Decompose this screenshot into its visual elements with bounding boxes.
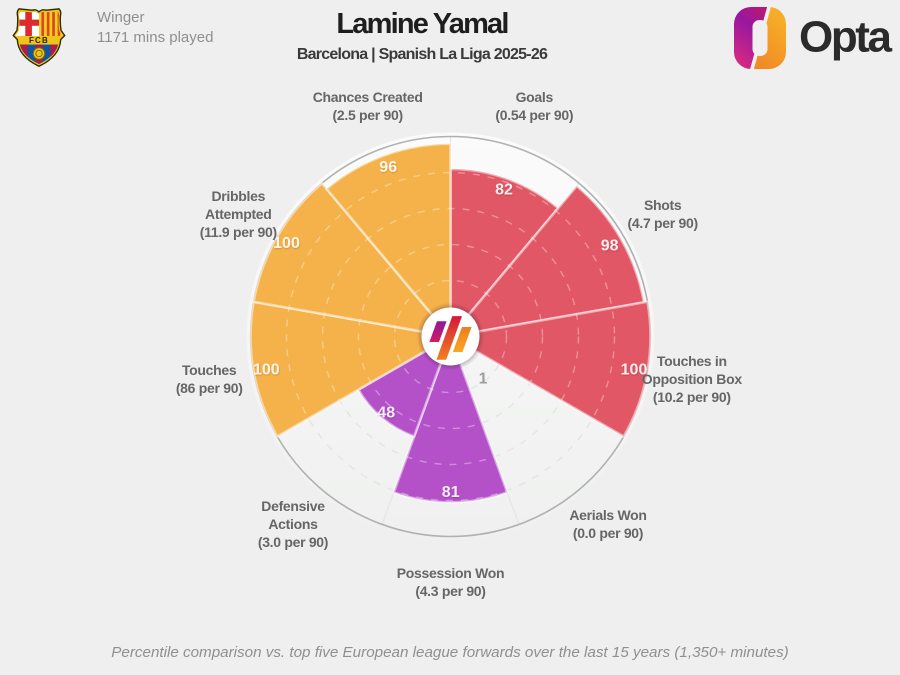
svg-text:98: 98 <box>601 238 619 255</box>
svg-text:100: 100 <box>273 235 300 252</box>
svg-text:Opta: Opta <box>799 13 893 62</box>
svg-text:82: 82 <box>495 182 513 199</box>
svg-text:100: 100 <box>253 362 280 379</box>
svg-text:1: 1 <box>479 371 488 388</box>
svg-text:48: 48 <box>377 404 395 421</box>
svg-text:81: 81 <box>442 484 460 501</box>
svg-text:FCB: FCB <box>29 36 49 45</box>
svg-text:100: 100 <box>621 362 648 379</box>
svg-text:96: 96 <box>379 159 397 176</box>
